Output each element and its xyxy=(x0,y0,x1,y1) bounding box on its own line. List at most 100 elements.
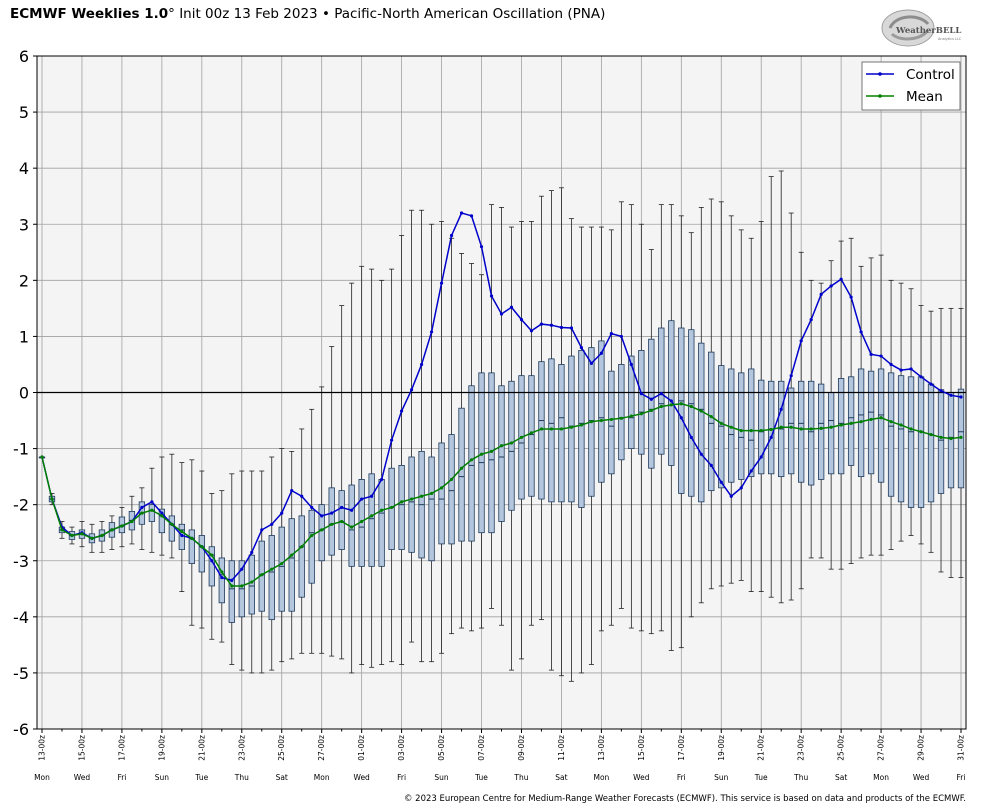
iqr-box xyxy=(927,383,935,503)
series-point-mean xyxy=(350,525,354,529)
series-point-control xyxy=(459,211,464,215)
series-point-mean xyxy=(449,477,454,482)
series-point-control xyxy=(959,395,963,399)
iqr-box xyxy=(937,389,945,494)
iqr-box xyxy=(847,376,855,466)
series-point-control xyxy=(659,392,663,396)
degree-mark: ° xyxy=(168,6,175,22)
series-point-control xyxy=(599,351,603,355)
series-point-control xyxy=(699,452,703,456)
series-point-control xyxy=(449,233,454,238)
series-point-mean xyxy=(479,452,484,456)
iqr-box xyxy=(818,383,825,480)
iqr-box xyxy=(328,487,335,556)
series-point-control xyxy=(429,330,434,334)
series-point-control xyxy=(739,486,743,490)
series-point-control xyxy=(769,435,773,439)
x-day-label: Thu xyxy=(793,773,808,782)
x-date-label: 15-00z xyxy=(637,735,646,761)
y-tick-label: 3 xyxy=(19,215,29,234)
series-point-mean xyxy=(769,427,773,432)
iqr-box xyxy=(897,375,905,503)
x-day-label: Tue xyxy=(474,773,488,782)
iqr-box xyxy=(298,515,305,598)
series-point-mean xyxy=(160,514,164,518)
x-date-label: 19-00z xyxy=(157,735,166,761)
title-bullet: • xyxy=(321,6,330,22)
iqr-box xyxy=(318,504,325,562)
series-point-mean xyxy=(200,545,204,549)
series-point-control xyxy=(609,332,613,336)
x-day-label: Thu xyxy=(234,773,249,782)
series-point-mean xyxy=(819,426,823,430)
series-point-control xyxy=(779,407,783,411)
series-point-mean xyxy=(330,522,334,526)
legend-marker-mean xyxy=(878,94,882,98)
series-point-control xyxy=(390,438,394,442)
series-point-mean xyxy=(649,408,653,413)
iqr-box xyxy=(788,387,795,475)
x-day-label: Wed xyxy=(633,773,650,782)
iqr-box xyxy=(907,376,915,508)
x-day-label: Sun xyxy=(714,773,729,782)
series-point-mean xyxy=(300,545,304,549)
x-date-label: 17-00z xyxy=(677,735,686,761)
series-point-mean xyxy=(929,432,933,437)
series-point-mean xyxy=(140,511,144,515)
x-day-label: Sat xyxy=(555,773,567,782)
series-point-mean xyxy=(709,415,713,419)
series-point-mean xyxy=(719,421,723,425)
series-point-mean xyxy=(150,508,154,512)
series-point-mean xyxy=(659,404,663,409)
series-point-control xyxy=(879,354,883,358)
x-day-label: Tue xyxy=(194,773,208,782)
series-point-control xyxy=(539,322,544,326)
series-point-control xyxy=(799,339,803,343)
series-point-mean xyxy=(729,425,733,429)
series-point-mean xyxy=(320,528,324,532)
y-tick-label: 4 xyxy=(19,159,29,178)
x-date-label: 27-00z xyxy=(877,735,886,761)
x-day-label: Wed xyxy=(913,773,930,782)
x-date-label: 13-00z xyxy=(38,735,47,761)
x-day-label: Mon xyxy=(873,773,889,782)
iqr-box xyxy=(568,355,575,503)
series-point-mean xyxy=(569,425,574,429)
series-point-control xyxy=(639,392,643,396)
iqr-box xyxy=(867,370,875,475)
x-day-label: Fri xyxy=(397,773,406,782)
y-tick-label: 2 xyxy=(19,271,29,290)
x-date-label: 01-00z xyxy=(357,735,366,761)
series-point-control xyxy=(759,455,763,459)
series-point-control xyxy=(140,505,144,510)
series-point-control xyxy=(380,477,384,482)
series-point-control xyxy=(240,567,244,571)
series-point-control xyxy=(400,409,404,413)
series-point-control xyxy=(220,575,224,580)
x-day-label: Wed xyxy=(353,773,370,782)
series-point-mean xyxy=(639,412,643,416)
series-point-mean xyxy=(879,416,883,420)
series-point-mean xyxy=(749,429,753,433)
series-point-mean xyxy=(499,444,504,448)
series-point-mean xyxy=(170,522,174,526)
series-point-mean xyxy=(310,533,314,538)
iqr-box xyxy=(398,465,405,550)
series-point-control xyxy=(679,416,683,420)
iqr-box xyxy=(728,368,735,483)
y-tick-label: 6 xyxy=(19,47,29,66)
x-day-label: Mon xyxy=(314,773,330,782)
series-point-mean xyxy=(360,519,364,524)
series-point-mean xyxy=(679,402,683,406)
series-point-control xyxy=(270,522,274,526)
series-point-control xyxy=(869,352,873,356)
series-point-control xyxy=(360,497,364,501)
series-point-control xyxy=(929,382,933,386)
x-day-label: Sat xyxy=(835,773,847,782)
index-name: Pacific-North American Oscillation (PNA) xyxy=(334,6,606,22)
series-point-mean xyxy=(250,580,254,584)
x-day-label: Fri xyxy=(117,773,126,782)
iqr-box xyxy=(887,372,895,497)
series-point-control xyxy=(549,323,554,327)
